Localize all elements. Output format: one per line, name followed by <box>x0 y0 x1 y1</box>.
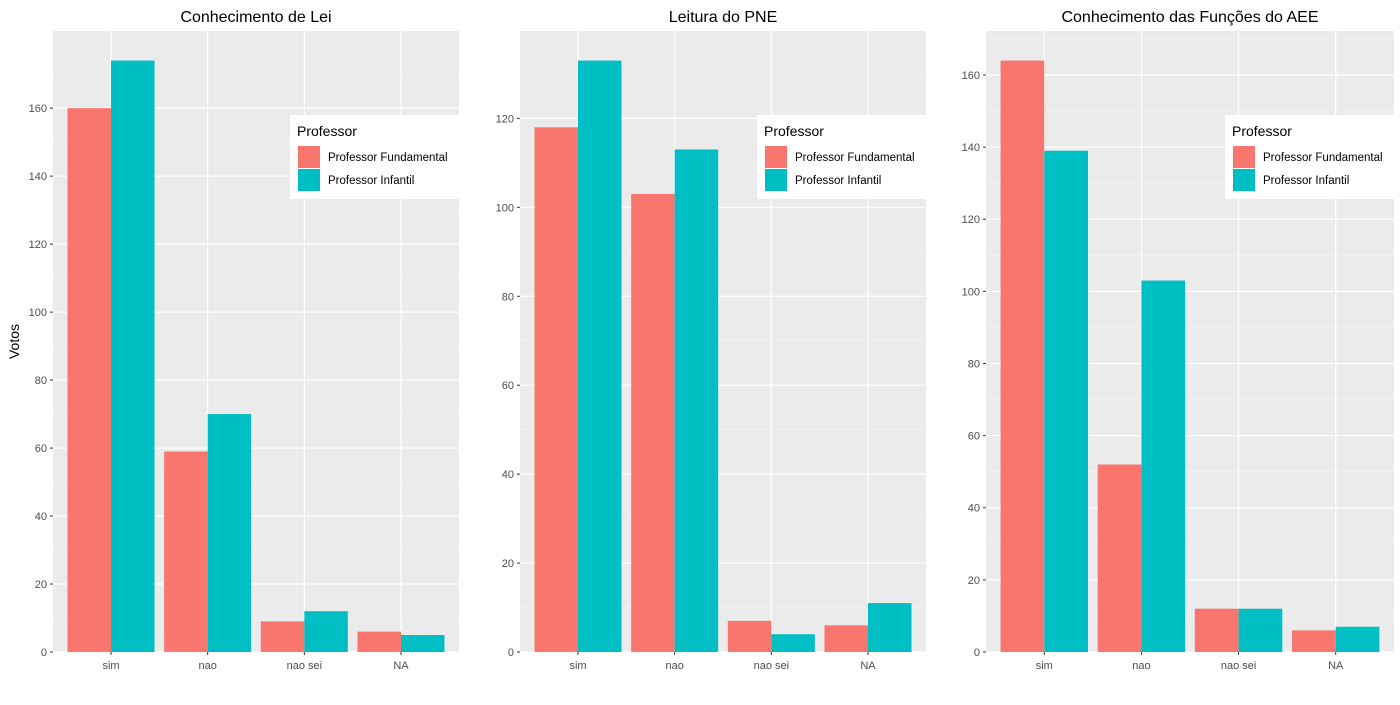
y-tick-label: 0 <box>508 647 514 659</box>
legend-key-fundamental <box>298 146 320 168</box>
y-tick-label: 20 <box>35 579 47 591</box>
legend-label: Professor Infantil <box>328 175 414 187</box>
y-tick-label: 40 <box>502 469 514 481</box>
chart-title: Conhecimento das Funções do AEE <box>1061 9 1318 26</box>
legend-key-infantil <box>1233 169 1255 191</box>
bar-nao-infantil <box>674 149 719 652</box>
x-tick-label: nao sei <box>754 660 789 672</box>
y-tick-label: 60 <box>35 443 47 455</box>
x-tick-label: NA <box>393 660 409 672</box>
y-tick-label: 100 <box>962 286 980 298</box>
chart-title: Conhecimento de Lei <box>180 9 331 26</box>
legend-label: Professor Fundamental <box>328 152 448 164</box>
bar-nao-sei-infantil <box>1238 608 1283 652</box>
legend-key-infantil <box>298 169 320 191</box>
bar-nao-sei-fundamental <box>727 620 772 652</box>
bar-nao-infantil <box>207 414 252 652</box>
bar-na-infantil <box>401 635 445 652</box>
bar-nao-sei-fundamental <box>1194 608 1239 652</box>
legend: Professor Professor Fundamental Professor … <box>1225 115 1397 199</box>
legend-key-infantil <box>765 169 787 191</box>
bar-nao-infantil <box>1141 280 1186 652</box>
y-tick-label: 40 <box>968 503 980 515</box>
legend-title: Professor <box>1232 123 1292 139</box>
x-tick-label: nao <box>198 660 216 672</box>
legend-label: Professor Infantil <box>1263 175 1349 187</box>
bar-nao-fundamental <box>1097 464 1142 652</box>
y-tick-label: 160 <box>29 103 47 115</box>
y-tick-label: 80 <box>35 375 47 387</box>
chart-title: Leitura do PNE <box>669 9 778 26</box>
bar-nao-fundamental <box>631 193 675 652</box>
x-tick-label: NA <box>1328 660 1344 672</box>
bar-sim-fundamental <box>67 108 111 652</box>
y-tick-label: 140 <box>962 142 980 154</box>
legend: Professor Professor Fundamental Professor … <box>290 115 462 199</box>
y-tick-label: 0 <box>41 647 47 659</box>
y-tick-label: 80 <box>502 291 514 303</box>
x-tick-label: NA <box>860 660 876 672</box>
bar-sim-infantil <box>1044 150 1088 653</box>
bar-na-fundamental <box>824 625 868 652</box>
x-tick-label: sim <box>102 660 119 672</box>
bar-sim-infantil <box>578 60 622 653</box>
x-tick-label: nao <box>1132 660 1150 672</box>
bar-nao-sei-infantil <box>771 634 815 652</box>
y-tick-label: 40 <box>35 511 47 523</box>
y-tick-label: 0 <box>974 647 980 659</box>
y-tick-label: 20 <box>968 575 980 587</box>
bar-na-fundamental <box>1292 630 1336 652</box>
y-tick-label: 60 <box>502 380 514 392</box>
bar-na-infantil <box>1335 626 1380 652</box>
chart-panel-1: 0 20 40 60 80 100 120 140 160 sim nao nao sei NA Conh… <box>6 9 462 672</box>
x-tick-label: sim <box>569 660 586 672</box>
bar-nao-sei-fundamental <box>260 621 305 652</box>
y-tick-label: 120 <box>29 239 47 251</box>
legend: Professor Professor Fundamental Professor … <box>757 115 929 199</box>
bar-nao-fundamental <box>164 451 208 652</box>
y-tick-label: 80 <box>968 358 980 370</box>
x-tick-label: sim <box>1036 660 1053 672</box>
legend-label: Professor Fundamental <box>795 152 915 164</box>
y-tick-label: 60 <box>968 431 980 443</box>
y-tick-label: 160 <box>962 70 980 82</box>
y-tick-label: 120 <box>962 214 980 226</box>
chart-panel-3: 0 20 40 60 80 100 120 140 160 sim nao nao sei NA Conh… <box>962 9 1397 672</box>
bar-na-fundamental <box>357 631 401 652</box>
legend-key-fundamental <box>765 146 787 168</box>
bar-sim-fundamental <box>534 127 578 652</box>
bar-nao-sei-infantil <box>304 611 348 652</box>
x-tick-label: nao <box>665 660 683 672</box>
y-axis-label: Votos <box>6 324 22 359</box>
y-tick-label: 140 <box>29 171 47 183</box>
legend-title: Professor <box>764 123 824 139</box>
y-tick-label: 20 <box>502 558 514 570</box>
bar-sim-fundamental <box>1000 60 1045 653</box>
x-tick-label: nao sei <box>287 660 322 672</box>
y-tick-label: 100 <box>29 307 47 319</box>
chart-panel-2: 0 20 40 60 80 100 120 sim nao nao sei NA Leitura do… <box>496 9 929 672</box>
legend-label: Professor Infantil <box>795 175 881 187</box>
legend-title: Professor <box>297 123 357 139</box>
y-tick-label: 120 <box>496 113 514 125</box>
legend-key-fundamental <box>1233 146 1255 168</box>
bar-na-infantil <box>868 603 912 652</box>
legend-label: Professor Fundamental <box>1263 152 1383 164</box>
x-tick-label: nao sei <box>1221 660 1256 672</box>
y-tick-label: 100 <box>496 202 514 214</box>
bar-sim-infantil <box>111 60 155 653</box>
